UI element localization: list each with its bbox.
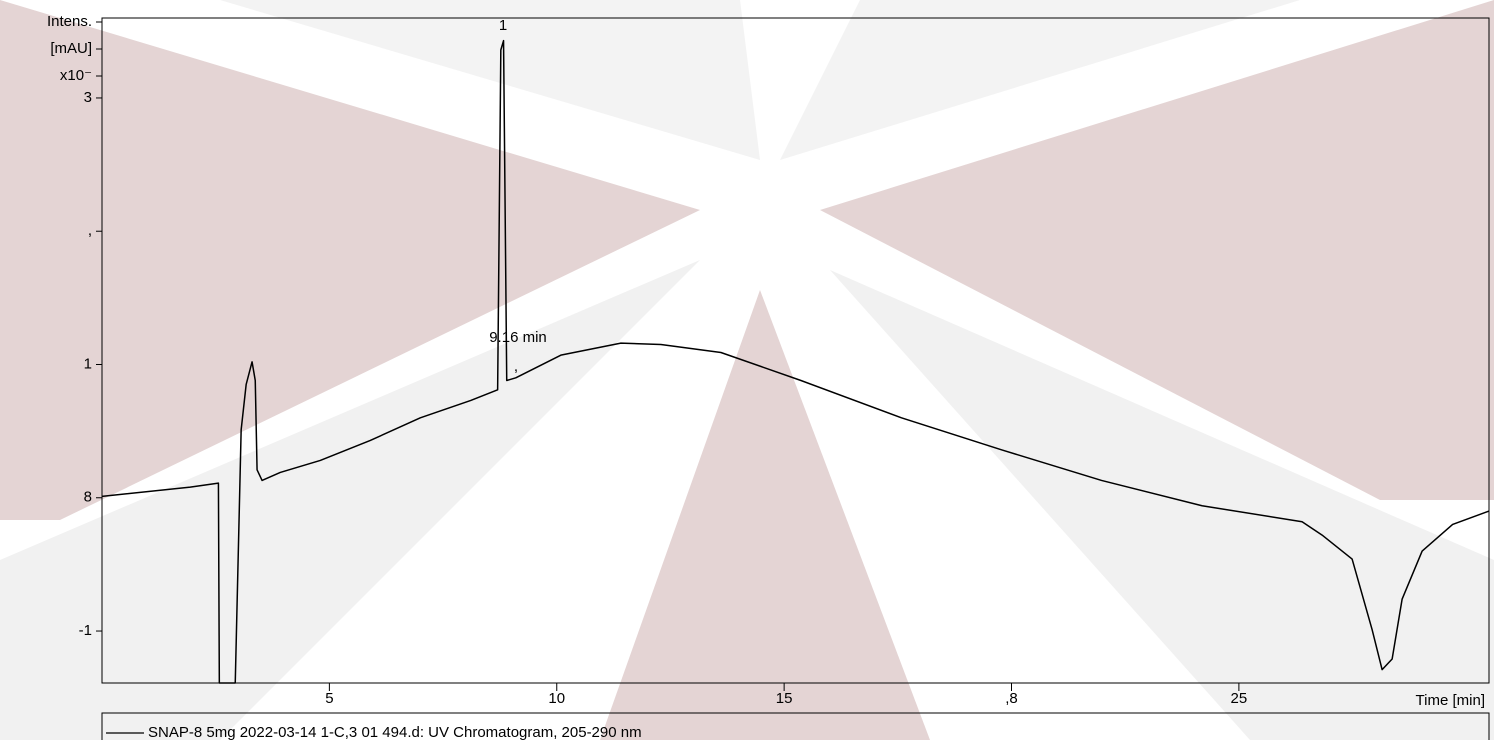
y-axis-label: Intens. (47, 13, 92, 30)
plot-frame (101, 17, 1490, 684)
y-tick-label: , (88, 222, 92, 239)
data-line (101, 39, 1490, 684)
x-tick-label: 25 (1231, 690, 1248, 707)
y-axis-label: [mAU] (50, 40, 92, 57)
annotation: 9.16 min (489, 329, 547, 346)
y-tick-label: -1 (79, 622, 92, 639)
y-tick-label: 1 (84, 355, 92, 372)
x-tick-label: 5 (325, 690, 333, 707)
y-tick-label: 8 (84, 489, 92, 506)
y-tick-label: 3 (84, 89, 92, 106)
annotation: , (514, 358, 518, 375)
annotation: 1 (499, 17, 507, 34)
y-axis-label: x10⁻ (60, 67, 92, 84)
legend-box (101, 712, 1490, 740)
legend-label: SNAP-8 5mg 2022-03-14 1-C,3 01 494.d: UV… (148, 724, 642, 740)
x-axis-label: Time [min] (1416, 692, 1485, 709)
x-tick-label: ,8 (1005, 690, 1018, 707)
x-tick-label: 10 (548, 690, 565, 707)
x-tick-label: 15 (776, 690, 793, 707)
